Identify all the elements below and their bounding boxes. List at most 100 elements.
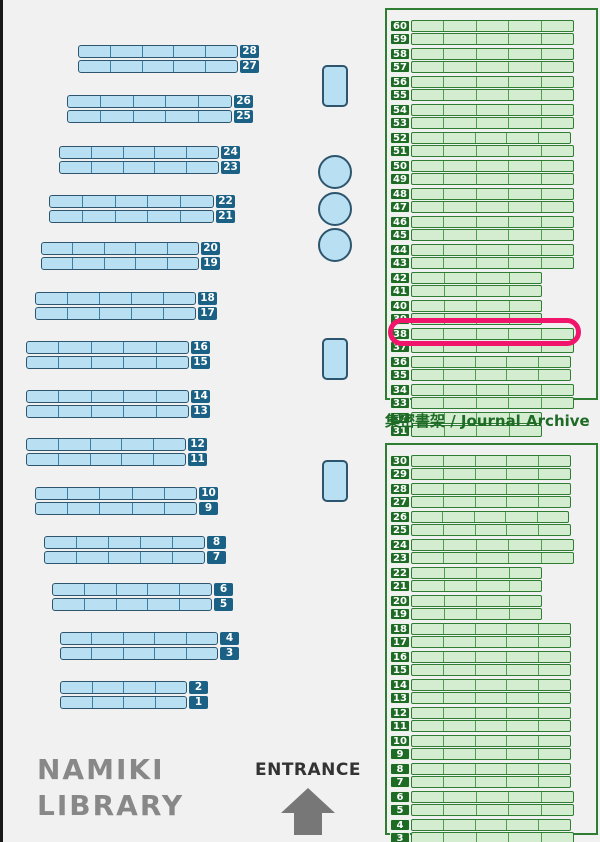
open-stack-shelf-1[interactable] xyxy=(60,696,187,709)
archive-shelf-38[interactable] xyxy=(411,328,574,340)
archive-shelf-37[interactable] xyxy=(411,341,574,353)
archive-shelf-25[interactable] xyxy=(411,524,571,536)
archive-label-17: 17 xyxy=(390,636,410,648)
archive-shelf-27[interactable] xyxy=(411,496,571,508)
archive-shelf-13[interactable] xyxy=(411,692,571,704)
open-stack-shelf-19[interactable] xyxy=(41,257,199,270)
archive-shelf-19[interactable] xyxy=(411,608,542,620)
archive-shelf-56[interactable] xyxy=(411,76,574,88)
archive-shelf-7[interactable] xyxy=(411,776,571,788)
open-stack-shelf-11[interactable] xyxy=(26,453,186,466)
open-stack-shelf-14[interactable] xyxy=(26,390,189,403)
open-stack-shelf-26[interactable] xyxy=(67,95,232,108)
open-stack-shelf-20[interactable] xyxy=(41,242,199,255)
open-stack-shelf-24[interactable] xyxy=(59,146,219,159)
archive-shelf-49[interactable] xyxy=(411,173,574,185)
archive-shelf-body xyxy=(411,313,542,325)
open-stack-shelf-3[interactable] xyxy=(60,647,218,660)
open-stack-shelf-16[interactable] xyxy=(26,341,189,354)
archive-cell xyxy=(509,21,542,31)
archive-shelf-34[interactable] xyxy=(411,384,574,396)
archive-shelf-36[interactable] xyxy=(411,356,571,368)
round-table-3[interactable] xyxy=(318,228,352,262)
archive-cell xyxy=(412,609,445,619)
archive-shelf-5[interactable] xyxy=(411,804,574,816)
shelf-cell xyxy=(168,258,198,269)
open-stack-shelf-25[interactable] xyxy=(67,110,232,123)
archive-shelf-52[interactable] xyxy=(411,132,571,144)
archive-shelf-16[interactable] xyxy=(411,651,571,663)
archive-shelf-body xyxy=(411,692,571,704)
archive-shelf-51[interactable] xyxy=(411,145,574,157)
archive-shelf-39[interactable] xyxy=(411,313,542,325)
archive-shelf-41[interactable] xyxy=(411,285,542,297)
open-stack-shelf-2[interactable] xyxy=(60,681,187,694)
archive-shelf-33[interactable] xyxy=(411,397,574,409)
archive-shelf-26[interactable] xyxy=(411,511,569,523)
archive-shelf-48[interactable] xyxy=(411,188,574,200)
open-stack-shelf-18[interactable] xyxy=(35,292,196,305)
archive-shelf-20[interactable] xyxy=(411,595,542,607)
archive-shelf-12[interactable] xyxy=(411,707,571,719)
archive-shelf-14[interactable] xyxy=(411,679,571,691)
archive-shelf-40[interactable] xyxy=(411,300,542,312)
open-stack-shelf-23[interactable] xyxy=(59,161,219,174)
open-stack-shelf-5[interactable] xyxy=(52,598,212,611)
archive-shelf-59[interactable] xyxy=(411,33,574,45)
archive-shelf-28[interactable] xyxy=(411,483,571,495)
archive-shelf-18[interactable] xyxy=(411,623,571,635)
archive-shelf-54[interactable] xyxy=(411,104,574,116)
archive-shelf-60[interactable] xyxy=(411,20,574,32)
open-stack-shelf-22[interactable] xyxy=(49,195,214,208)
archive-shelf-9[interactable] xyxy=(411,748,571,760)
archive-shelf-6[interactable] xyxy=(411,791,574,803)
archive-shelf-31[interactable] xyxy=(411,425,542,437)
archive-shelf-11[interactable] xyxy=(411,720,571,732)
open-stacks-section: 28 27 26 25 24 23 22 21 20 19 18 17 16 15 14 13 12 11 10 9 8… xyxy=(3,0,378,842)
archive-shelf-57[interactable] xyxy=(411,61,574,73)
archive-shelf-55[interactable] xyxy=(411,89,574,101)
open-stack-shelf-21[interactable] xyxy=(49,210,214,223)
archive-shelf-24[interactable] xyxy=(411,539,574,551)
archive-shelf-43[interactable] xyxy=(411,257,574,269)
archive-shelf-22[interactable] xyxy=(411,567,542,579)
open-stack-shelf-27[interactable] xyxy=(78,60,238,73)
archive-shelf-42[interactable] xyxy=(411,272,542,284)
archive-shelf-30[interactable] xyxy=(411,455,571,467)
archive-shelf-10[interactable] xyxy=(411,735,571,747)
archive-shelf-4[interactable] xyxy=(411,819,571,831)
archive-shelf-29[interactable] xyxy=(411,468,571,480)
archive-shelf-8[interactable] xyxy=(411,763,571,775)
archive-shelf-47[interactable] xyxy=(411,201,574,213)
archive-shelf-50[interactable] xyxy=(411,160,574,172)
archive-shelf-53[interactable] xyxy=(411,117,574,129)
archive-shelf-17[interactable] xyxy=(411,636,571,648)
open-stack-shelf-6[interactable] xyxy=(52,583,212,596)
archive-shelf-3[interactable] xyxy=(411,832,574,842)
archive-shelf-44[interactable] xyxy=(411,244,574,256)
archive-shelf-23[interactable] xyxy=(411,552,574,564)
study-table-1[interactable] xyxy=(322,65,348,107)
open-stack-shelf-13[interactable] xyxy=(26,405,189,418)
study-table-3[interactable] xyxy=(322,460,348,502)
round-table-2[interactable] xyxy=(318,192,352,226)
archive-shelf-58[interactable] xyxy=(411,48,574,60)
archive-shelf-35[interactable] xyxy=(411,369,571,381)
open-stack-shelf-15[interactable] xyxy=(26,356,189,369)
round-table-1[interactable] xyxy=(318,155,352,189)
archive-shelf-15[interactable] xyxy=(411,664,571,676)
open-stack-shelf-10[interactable] xyxy=(35,487,197,500)
archive-shelf-45[interactable] xyxy=(411,229,574,241)
study-table-2[interactable] xyxy=(322,338,348,380)
open-stack-shelf-7[interactable] xyxy=(44,551,205,564)
open-stack-shelf-8[interactable] xyxy=(44,536,205,549)
archive-shelf-32[interactable] xyxy=(411,412,542,424)
open-stack-shelf-4[interactable] xyxy=(60,632,218,645)
open-stack-shelf-12[interactable] xyxy=(26,438,186,451)
open-stack-shelf-17[interactable] xyxy=(35,307,196,320)
open-stack-shelf-28[interactable] xyxy=(78,45,238,58)
archive-shelf-21[interactable] xyxy=(411,580,542,592)
archive-shelf-46[interactable] xyxy=(411,216,574,228)
shelf-cell xyxy=(122,439,155,450)
open-stack-shelf-9[interactable] xyxy=(35,502,197,515)
